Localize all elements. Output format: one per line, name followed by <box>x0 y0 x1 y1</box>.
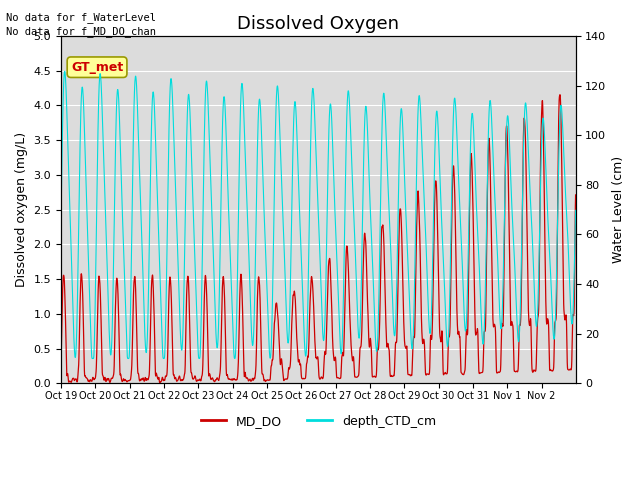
Text: No data for f_MD_DO_chan: No data for f_MD_DO_chan <box>6 26 156 37</box>
Title: Dissolved Oxygen: Dissolved Oxygen <box>237 15 399 33</box>
Legend: MD_DO, depth_CTD_cm: MD_DO, depth_CTD_cm <box>196 409 441 432</box>
Y-axis label: Water Level (cm): Water Level (cm) <box>612 156 625 263</box>
Text: No data for f_WaterLevel: No data for f_WaterLevel <box>6 12 156 23</box>
Y-axis label: Dissolved oxygen (mg/L): Dissolved oxygen (mg/L) <box>15 132 28 287</box>
Text: GT_met: GT_met <box>71 60 123 74</box>
